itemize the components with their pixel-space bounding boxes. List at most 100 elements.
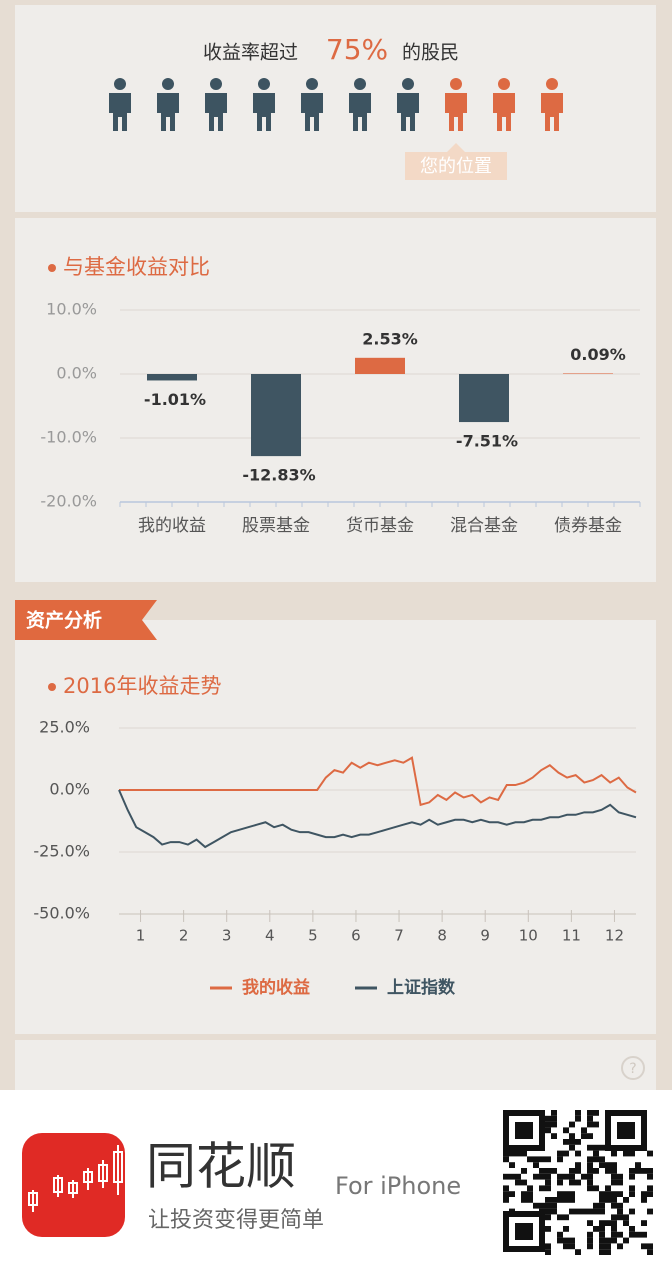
person-body xyxy=(253,93,275,131)
person-head xyxy=(402,78,414,90)
qr-module xyxy=(569,1179,575,1186)
app-platform: For iPhone xyxy=(335,1172,461,1200)
qr-module xyxy=(563,1197,569,1203)
bar xyxy=(251,374,301,457)
person-head xyxy=(114,78,126,90)
legend-label: 上证指数 xyxy=(387,977,456,998)
qr-module xyxy=(545,1173,551,1180)
x-tick-label: 6 xyxy=(351,927,361,945)
person-head xyxy=(498,78,510,90)
qr-module xyxy=(545,1168,551,1174)
qr-module xyxy=(557,1179,563,1186)
legend-label: 我的收益 xyxy=(242,977,310,998)
chart-title: 与基金收益对比 xyxy=(63,255,210,279)
qr-module xyxy=(521,1168,527,1174)
qr-module xyxy=(599,1226,605,1232)
qr-module xyxy=(587,1208,593,1215)
qr-module xyxy=(587,1162,593,1168)
qr-module xyxy=(593,1202,599,1209)
person-body xyxy=(493,93,515,131)
qr-finder xyxy=(503,1211,545,1252)
qr-module xyxy=(593,1208,599,1215)
x-tick-label: 11 xyxy=(562,927,581,945)
y-tick-label: 0.0% xyxy=(56,364,97,383)
qr-module xyxy=(617,1202,623,1209)
qr-module xyxy=(503,1185,509,1192)
qr-module xyxy=(557,1231,563,1238)
qr-finder xyxy=(515,1122,533,1139)
qr-module xyxy=(611,1231,617,1238)
series-line xyxy=(118,789,637,849)
qr-module xyxy=(515,1173,521,1180)
qr-module xyxy=(551,1197,557,1203)
qr-module xyxy=(551,1133,557,1139)
qr-module xyxy=(545,1202,551,1209)
qr-module xyxy=(563,1191,569,1197)
qr-module xyxy=(617,1231,623,1238)
qr-module xyxy=(605,1197,611,1203)
qr-module xyxy=(587,1231,593,1238)
help-icon[interactable] xyxy=(621,1056,645,1080)
qr-module xyxy=(599,1243,605,1250)
qr-module xyxy=(587,1237,593,1244)
person-body xyxy=(205,93,227,131)
qr-module xyxy=(569,1243,575,1250)
qr-module xyxy=(647,1243,653,1250)
qr-module xyxy=(551,1121,557,1128)
person-head xyxy=(354,78,366,90)
person-head xyxy=(450,78,462,90)
qr-module xyxy=(647,1168,653,1174)
qr-module xyxy=(599,1197,605,1203)
qr-module xyxy=(575,1115,581,1122)
qr-module xyxy=(563,1150,569,1157)
qr-module xyxy=(587,1243,593,1250)
qr-module xyxy=(593,1185,599,1192)
qr-module xyxy=(509,1191,515,1197)
qr-module xyxy=(539,1173,545,1180)
qr-module xyxy=(551,1110,557,1116)
qr-module xyxy=(647,1208,653,1215)
people-icons xyxy=(109,78,563,131)
qr-module xyxy=(521,1191,527,1197)
qr-module xyxy=(587,1133,593,1139)
qr-module xyxy=(611,1197,617,1203)
qr-module xyxy=(599,1162,605,1168)
qr-module xyxy=(563,1237,569,1244)
person-body xyxy=(397,93,419,131)
help-icon-glyph: ? xyxy=(629,1061,636,1077)
x-tick-label: 5 xyxy=(308,927,318,945)
qr-module xyxy=(527,1191,533,1197)
x-tick-label: 7 xyxy=(394,927,404,945)
qr-module xyxy=(509,1150,515,1157)
y-tick-label: -25.0% xyxy=(33,842,90,861)
qr-module xyxy=(545,1243,551,1250)
qr-module xyxy=(647,1150,653,1157)
qr-module xyxy=(611,1202,617,1209)
qr-module xyxy=(533,1202,539,1209)
qr-module xyxy=(605,1185,611,1192)
qr-module xyxy=(635,1162,641,1168)
qr-module xyxy=(587,1115,593,1122)
qr-module xyxy=(545,1208,551,1215)
qr-module xyxy=(593,1110,599,1116)
qr-module xyxy=(581,1133,587,1139)
qr-module xyxy=(545,1249,551,1255)
qr-module xyxy=(539,1202,545,1209)
qr-module xyxy=(551,1115,557,1122)
qr-module xyxy=(545,1179,551,1186)
x-tick-label: 3 xyxy=(222,927,232,945)
qr-module xyxy=(551,1168,557,1174)
qr-module xyxy=(569,1121,575,1128)
qr-module xyxy=(563,1214,569,1221)
y-tick-label: -50.0% xyxy=(33,904,90,923)
qr-module xyxy=(527,1156,533,1163)
qr-module xyxy=(563,1127,569,1134)
qr-module xyxy=(605,1249,611,1255)
person-body xyxy=(541,93,563,131)
qr-module xyxy=(599,1208,605,1215)
qr-module xyxy=(545,1185,551,1192)
qr-module xyxy=(641,1197,647,1203)
person-head xyxy=(258,78,270,90)
person-head xyxy=(306,78,318,90)
